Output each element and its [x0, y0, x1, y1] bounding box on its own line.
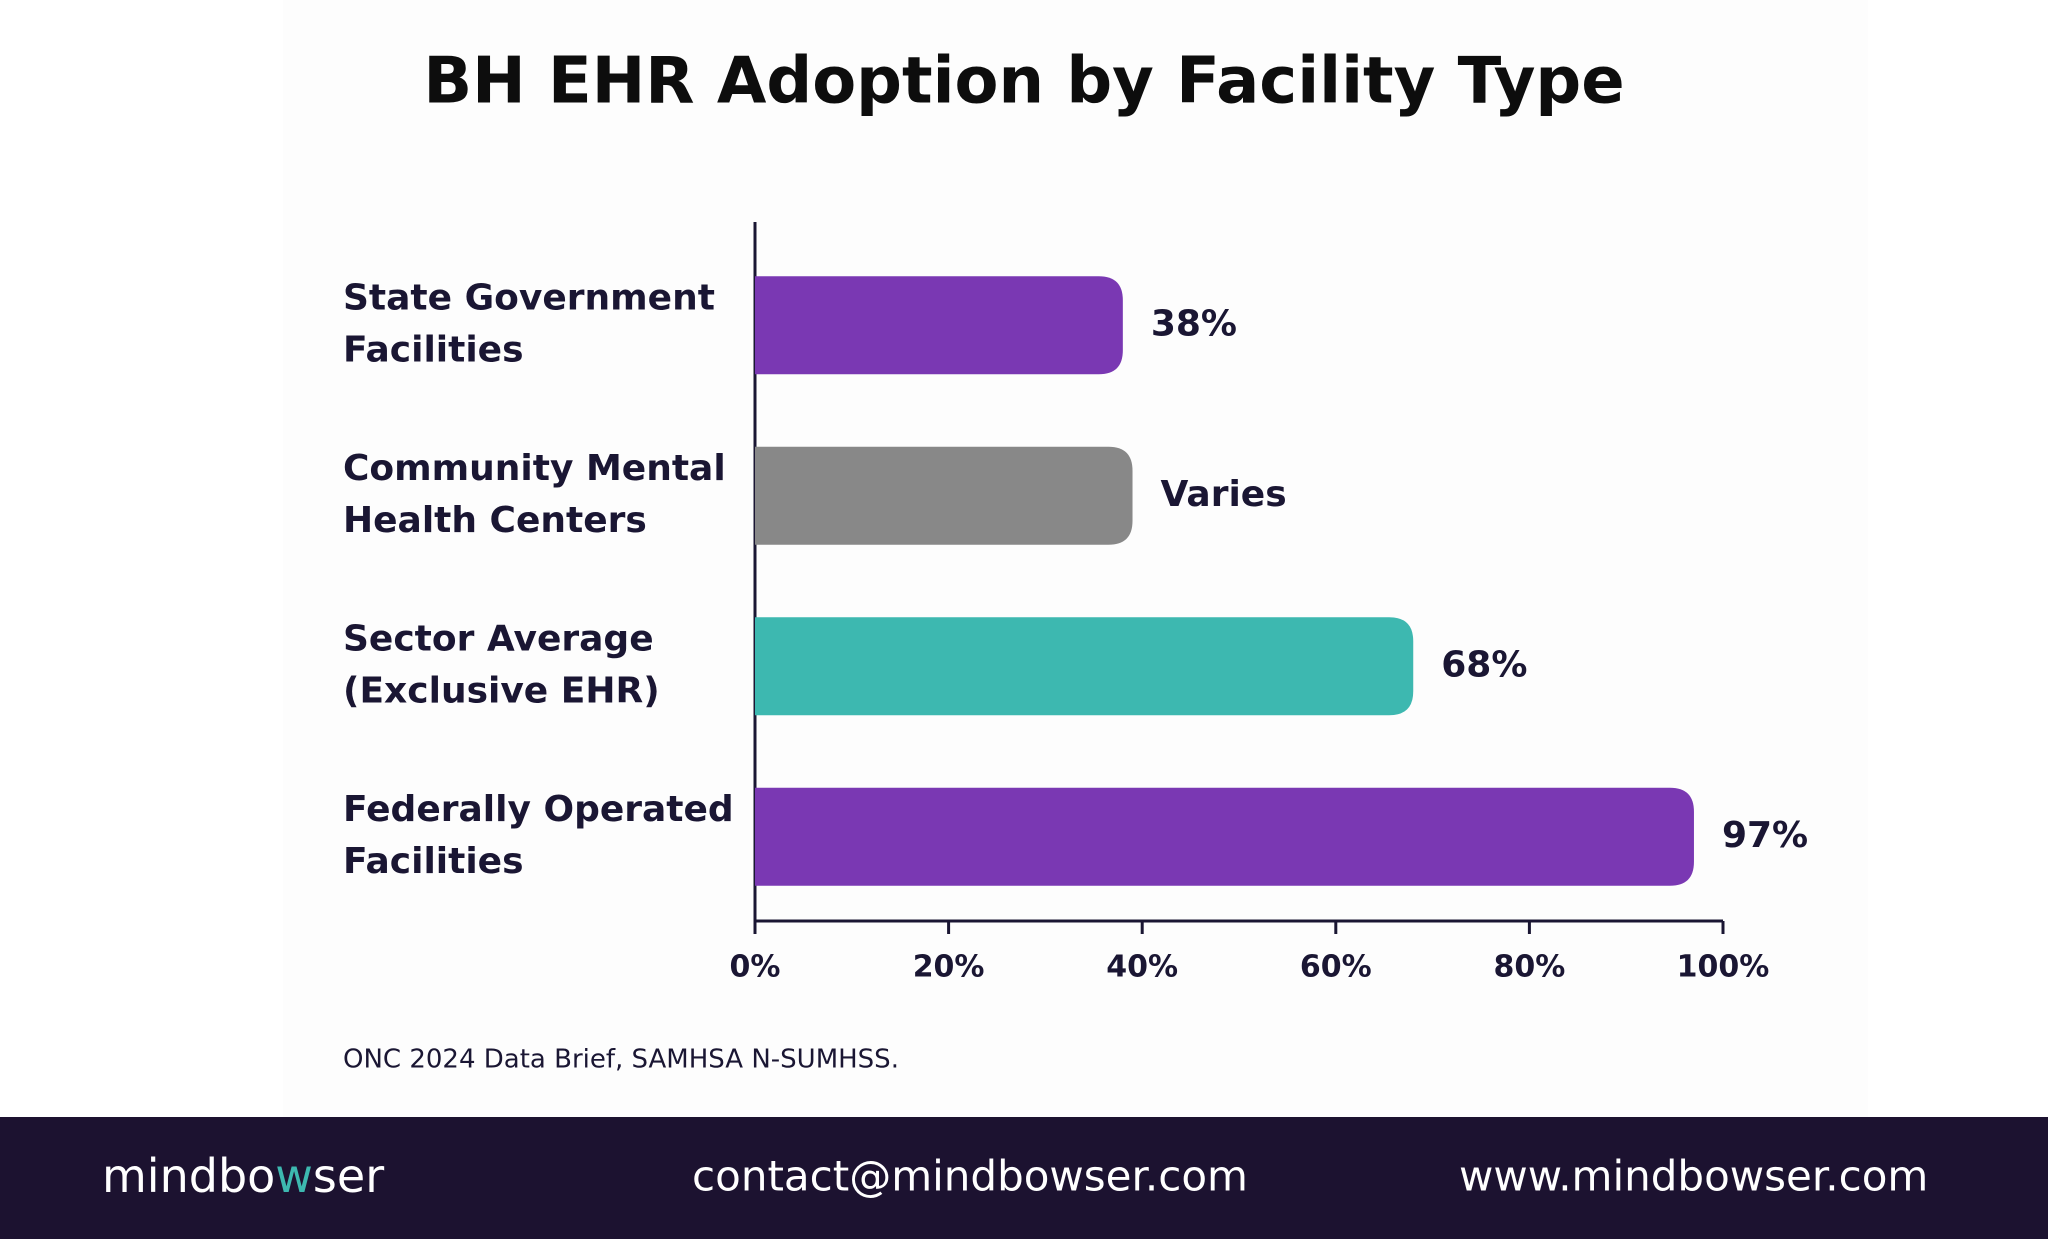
- x-tick-label: 80%: [1493, 950, 1565, 985]
- y-tick-label: State Government: [343, 277, 715, 318]
- value-label: 38%: [1151, 303, 1237, 344]
- logo: mindbowser: [102, 1149, 384, 1203]
- y-tick-label: (Exclusive EHR): [343, 670, 660, 711]
- x-tick-label: 40%: [1106, 950, 1178, 985]
- logo-part: ser: [313, 1149, 384, 1203]
- chart-title: BH EHR Adoption by Facility Type: [423, 45, 1624, 119]
- y-tick-label: Health Centers: [343, 500, 647, 541]
- panel: [283, 0, 1868, 1117]
- value-label: Varies: [1161, 474, 1287, 515]
- y-tick-label: Community Mental: [343, 448, 726, 489]
- source-note: ONC 2024 Data Brief, SAMHSA N-SUMHSS.: [343, 1045, 899, 1075]
- bar: [755, 276, 1123, 375]
- bar: [755, 617, 1414, 716]
- y-tick-label: Sector Average: [343, 618, 654, 659]
- x-tick-label: 100%: [1677, 950, 1770, 985]
- logo-part: w: [275, 1149, 313, 1203]
- value-label: 97%: [1722, 815, 1808, 856]
- logo-part: mindbo: [102, 1149, 275, 1203]
- bar: [755, 446, 1133, 545]
- bar: [755, 787, 1694, 886]
- x-tick-label: 0%: [730, 950, 781, 985]
- value-label: 68%: [1441, 644, 1527, 685]
- footer-website: www.mindbowser.com: [1459, 1152, 1928, 1201]
- x-tick-label: 60%: [1300, 950, 1372, 985]
- footer-bar: [0, 1117, 2048, 1239]
- x-tick-label: 20%: [913, 950, 985, 985]
- y-tick-label: Federally Operated: [343, 789, 734, 830]
- y-tick-label: Facilities: [343, 841, 524, 882]
- y-tick-label: Facilities: [343, 329, 524, 370]
- footer-email: contact@mindbowser.com: [692, 1152, 1248, 1201]
